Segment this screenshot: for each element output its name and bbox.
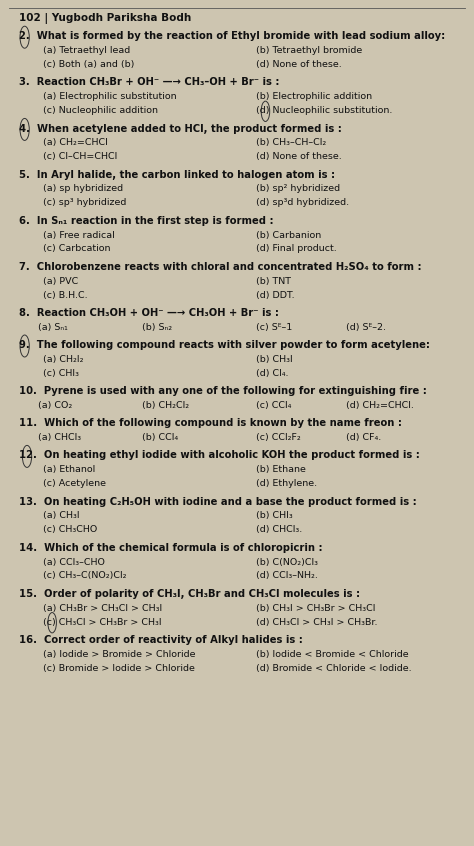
Text: (b) Electrophilic addition: (b) Electrophilic addition [256,92,372,102]
Text: 2.  What is formed by the reaction of Ethyl bromide with lead sodium alloy:: 2. What is formed by the reaction of Eth… [19,31,445,41]
Text: (c) Bromide > Iodide > Chloride: (c) Bromide > Iodide > Chloride [43,663,194,673]
Text: (d) CCl₃–NH₂.: (d) CCl₃–NH₂. [256,571,318,580]
Text: (c) Acetylene: (c) Acetylene [43,479,106,488]
Text: (d) Sᴱ–2.: (d) Sᴱ–2. [346,322,386,332]
Text: 4.  When acetylene added to HCl, the product formed is :: 4. When acetylene added to HCl, the prod… [19,124,342,134]
Text: 13.  On heating C₂H₅OH with iodine and a base the product formed is :: 13. On heating C₂H₅OH with iodine and a … [19,497,417,507]
Text: (b) Tetraethyl bromide: (b) Tetraethyl bromide [256,46,362,55]
Text: 102 | Yugbodh Pariksha Bodh: 102 | Yugbodh Pariksha Bodh [19,13,191,24]
Text: (a) CH₂=CHCl: (a) CH₂=CHCl [43,138,108,147]
Text: (b) TNT: (b) TNT [256,277,291,286]
Text: 9.  The following compound reacts with silver powder to form acetylene:: 9. The following compound reacts with si… [19,340,430,350]
Text: 7.  Chlorobenzene reacts with chloral and concentrated H₂SO₄ to form :: 7. Chlorobenzene reacts with chloral and… [19,261,421,272]
Text: (b) C(NO₂)Cl₃: (b) C(NO₂)Cl₃ [256,558,318,567]
Text: (d) CF₄.: (d) CF₄. [346,433,381,442]
Text: (c) CCl₂F₂: (c) CCl₂F₂ [256,433,301,442]
Text: (a) PVC: (a) PVC [43,277,78,286]
Text: (b) CCl₄: (b) CCl₄ [142,433,178,442]
Text: (d) Ethylene.: (d) Ethylene. [256,479,317,488]
Text: 16.  Correct order of reactivity of Alkyl halides is :: 16. Correct order of reactivity of Alkyl… [19,634,303,645]
Text: (c) CH₃CHO: (c) CH₃CHO [43,525,97,535]
Text: (d) CH₂=CHCl.: (d) CH₂=CHCl. [346,401,414,410]
Text: 8.  Reaction CH₃OH + OH⁻ —→ CH₃OH + Br⁻ is :: 8. Reaction CH₃OH + OH⁻ —→ CH₃OH + Br⁻ i… [19,308,279,318]
Text: (a) sp hybridized: (a) sp hybridized [43,184,123,194]
Text: (b) sp² hybridized: (b) sp² hybridized [256,184,340,194]
Text: (a) Iodide > Bromide > Chloride: (a) Iodide > Bromide > Chloride [43,650,195,659]
Text: (a) Ethanol: (a) Ethanol [43,465,95,475]
Text: (c) CH₃–C(NO₂)Cl₂: (c) CH₃–C(NO₂)Cl₂ [43,571,126,580]
Text: (b) Ethane: (b) Ethane [256,465,306,475]
Text: (c) Sᴱ–1: (c) Sᴱ–1 [256,322,292,332]
Text: (a) CO₂: (a) CO₂ [38,401,72,410]
Text: (c) CHI₃: (c) CHI₃ [43,369,79,378]
Text: 12.  On heating ethyl iodide with alcoholic KOH the product formed is :: 12. On heating ethyl iodide with alcohol… [19,450,420,460]
Text: (d) sp³d hybridized.: (d) sp³d hybridized. [256,198,349,207]
Text: (a) Tetraethyl lead: (a) Tetraethyl lead [43,46,130,55]
Text: (b) Sₙ₂: (b) Sₙ₂ [142,322,173,332]
Text: 14.  Which of the chemical formula is of chloropicrin :: 14. Which of the chemical formula is of … [19,542,323,552]
Text: (c) Carbcation: (c) Carbcation [43,244,110,254]
Text: (a) Free radical: (a) Free radical [43,230,114,239]
Text: (a) CH₃I: (a) CH₃I [43,511,79,520]
Text: (d) None of these.: (d) None of these. [256,152,342,162]
Text: (c) CCl₄: (c) CCl₄ [256,401,292,410]
Text: 5.  In Aryl halide, the carbon linked to halogen atom is :: 5. In Aryl halide, the carbon linked to … [19,169,335,179]
Text: (b) Iodide < Bromide < Chloride: (b) Iodide < Bromide < Chloride [256,650,409,659]
Text: (c) CH₃Cl > CH₃Br > CH₃I: (c) CH₃Cl > CH₃Br > CH₃I [43,618,161,627]
Text: 10.  Pyrene is used with any one of the following for extinguishing fire :: 10. Pyrene is used with any one of the f… [19,386,427,396]
Text: (d) Bromide < Chloride < Iodide.: (d) Bromide < Chloride < Iodide. [256,663,411,673]
Text: (d) CH₃Cl > CH₃I > CH₃Br.: (d) CH₃Cl > CH₃I > CH₃Br. [256,618,377,627]
Text: (b) CH₃I: (b) CH₃I [256,354,293,364]
Text: (a) Electrophilic substitution: (a) Electrophilic substitution [43,92,176,102]
Text: (a) CHCl₃: (a) CHCl₃ [38,433,81,442]
Text: (a) Sₙ₁: (a) Sₙ₁ [38,322,68,332]
Text: 3.  Reaction CH₃Br + OH⁻ —→ CH₃–OH + Br⁻ is :: 3. Reaction CH₃Br + OH⁻ —→ CH₃–OH + Br⁻ … [19,78,280,87]
Text: (d) Nucleophilic substitution.: (d) Nucleophilic substitution. [256,106,392,115]
Text: (b) Carbanion: (b) Carbanion [256,230,321,239]
Text: (d) Cl₄.: (d) Cl₄. [256,369,289,378]
Text: (b) CH₃–CH–Cl₂: (b) CH₃–CH–Cl₂ [256,138,326,147]
Text: (a) CH₃Br > CH₃Cl > CH₃I: (a) CH₃Br > CH₃Cl > CH₃I [43,603,162,613]
Text: (d) None of these.: (d) None of these. [256,60,342,69]
Text: (c) Cl–CH=CHCl: (c) Cl–CH=CHCl [43,152,117,162]
Text: 15.  Order of polarity of CH₃I, CH₃Br and CH₃Cl molecules is :: 15. Order of polarity of CH₃I, CH₃Br and… [19,589,360,599]
Text: 11.  Which of the following compound is known by the name freon :: 11. Which of the following compound is k… [19,418,402,428]
Text: (c) B.H.C.: (c) B.H.C. [43,290,87,299]
Text: (d) Final product.: (d) Final product. [256,244,337,254]
Text: (b) CH₃I > CH₃Br > CH₃Cl: (b) CH₃I > CH₃Br > CH₃Cl [256,603,375,613]
Text: 6.  In Sₙ₁ reaction in the first step is formed :: 6. In Sₙ₁ reaction in the first step is … [19,216,273,226]
Text: (a) CCl₃–CHO: (a) CCl₃–CHO [43,558,105,567]
Text: (b) CH₂Cl₂: (b) CH₂Cl₂ [142,401,189,410]
Text: (b) CHI₃: (b) CHI₃ [256,511,293,520]
Text: (c) Nucleophilic addition: (c) Nucleophilic addition [43,106,158,115]
Text: (d) CHCl₃.: (d) CHCl₃. [256,525,302,535]
Text: (d) DDT.: (d) DDT. [256,290,294,299]
Text: (c) sp³ hybridized: (c) sp³ hybridized [43,198,126,207]
Text: (a) CH₂I₂: (a) CH₂I₂ [43,354,83,364]
Text: (c) Both (a) and (b): (c) Both (a) and (b) [43,60,134,69]
